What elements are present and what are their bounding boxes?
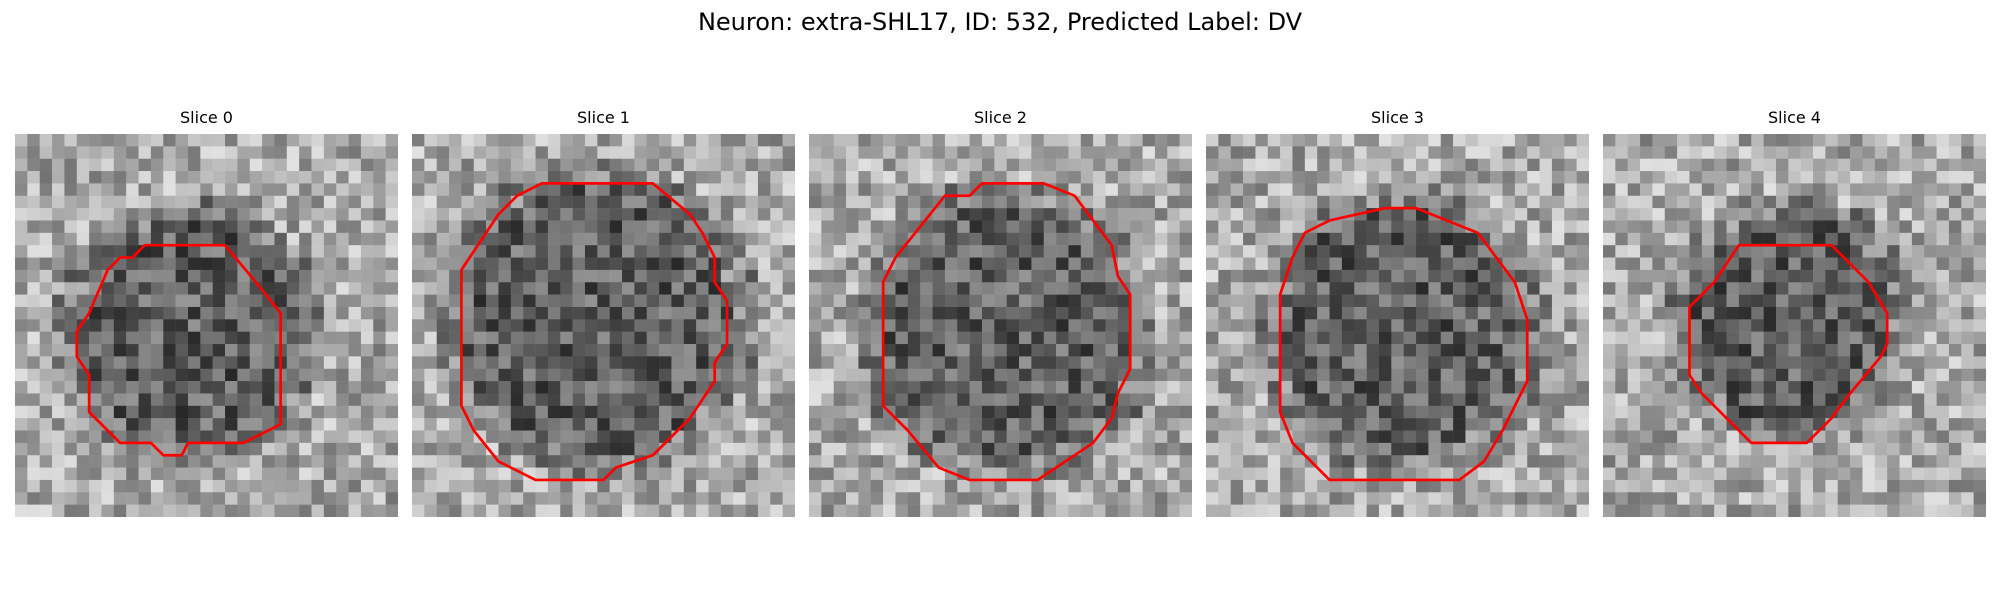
slice-image: [1603, 134, 1986, 517]
slice-image: [809, 134, 1192, 517]
slice-title: Slice 0: [180, 108, 233, 127]
slice-image: [1206, 134, 1589, 517]
cell-contour: [460, 182, 729, 482]
cell-contour: [1688, 243, 1889, 445]
slice-title: Slice 4: [1768, 108, 1821, 127]
slice-title: Slice 2: [974, 108, 1027, 127]
slice-panel-0: Slice 0: [15, 108, 398, 517]
slice-panel-2: Slice 2: [809, 108, 1192, 517]
slice-image: [412, 134, 795, 517]
slice-panel-4: Slice 4: [1603, 108, 1986, 517]
slice-title: Slice 1: [577, 108, 630, 127]
slice-panel-1: Slice 1: [412, 108, 795, 517]
slice-title: Slice 3: [1371, 108, 1424, 127]
slice-panel-3: Slice 3: [1206, 108, 1589, 517]
figure-title: Neuron: extra-SHL17, ID: 532, Predicted …: [697, 8, 1303, 36]
cell-contour: [1278, 206, 1529, 482]
slice-image: [15, 134, 398, 517]
cell-contour: [75, 243, 282, 457]
cell-contour: [881, 182, 1132, 482]
